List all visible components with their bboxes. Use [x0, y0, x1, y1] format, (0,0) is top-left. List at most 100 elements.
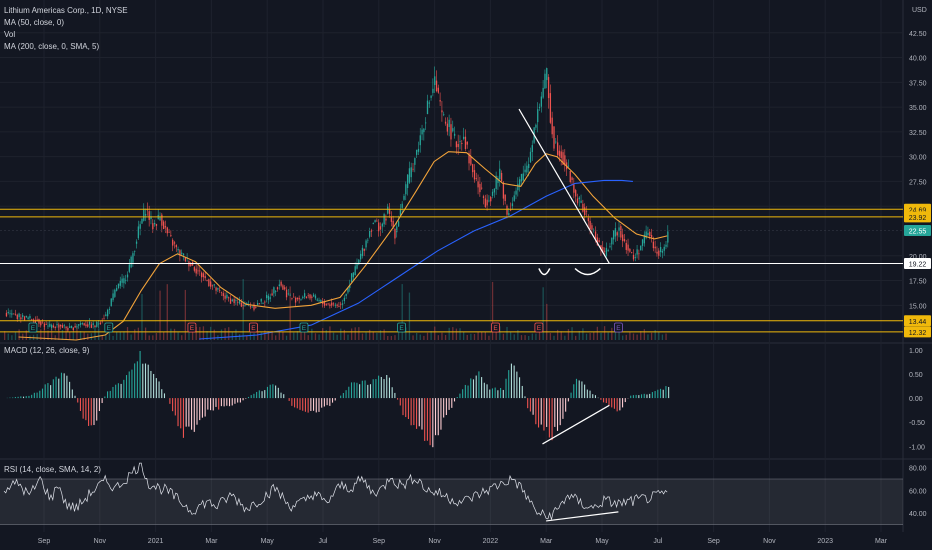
candle-body	[170, 235, 172, 237]
volume-bar	[502, 333, 505, 340]
macd-histogram-bar	[445, 398, 447, 416]
candle-body	[414, 158, 416, 165]
macd-histogram-bar	[662, 389, 664, 399]
macd-histogram-bar	[90, 398, 92, 426]
candle-body	[150, 216, 152, 220]
macd-histogram-bar	[266, 386, 269, 399]
macd-divergence-line	[542, 404, 610, 445]
volume-bar	[390, 335, 393, 340]
candle-body	[47, 325, 49, 327]
earnings-marker-label: E	[493, 325, 498, 332]
macd-histogram-bar	[272, 384, 274, 399]
volume-bar	[575, 335, 577, 340]
macd-histogram-bar	[28, 395, 30, 399]
macd-histogram-bar	[410, 398, 412, 426]
candle-body	[486, 199, 488, 206]
volume-bar	[448, 327, 450, 340]
candle-body	[99, 322, 102, 324]
candle-body	[636, 249, 638, 255]
currency-label: USD	[912, 7, 927, 14]
candle-body	[544, 73, 546, 89]
candle-body	[63, 325, 65, 327]
macd-histogram-bar	[562, 398, 564, 419]
macd-histogram-bar	[486, 384, 488, 399]
macd-legend[interactable]: MACD (12, 26, close, 9)	[4, 346, 90, 355]
candle-body	[81, 323, 84, 325]
macd-histogram-bar	[196, 398, 198, 425]
macd-histogram-bar	[646, 394, 648, 399]
candle-body	[217, 287, 219, 290]
candle-body	[266, 294, 268, 299]
volume-bar	[4, 331, 6, 340]
macd-histogram-bar	[516, 371, 518, 399]
candle-body	[215, 287, 217, 291]
macd-histogram-bar	[478, 371, 480, 399]
macd-histogram-bar	[39, 390, 41, 399]
candle-body	[5, 312, 8, 317]
candle-body	[623, 239, 626, 242]
candle-body	[222, 293, 224, 297]
volume-bar	[87, 333, 89, 340]
macd-histogram-bar	[291, 398, 293, 406]
rsi-legend[interactable]: RSI (14, close, SMA, 14, 2)	[4, 465, 101, 474]
macd-histogram-bar	[603, 398, 605, 403]
macd-histogram-bar	[532, 398, 534, 415]
volume-bar	[61, 329, 64, 340]
candle-body	[499, 168, 501, 180]
volume-bar	[210, 326, 212, 340]
volume-bar	[387, 335, 389, 340]
candle-body	[294, 297, 297, 303]
candle-body	[401, 203, 403, 208]
candle-body	[273, 287, 275, 294]
candle-body	[128, 264, 130, 272]
candle-body	[457, 143, 459, 147]
macd-histogram-bar	[318, 398, 320, 412]
candle-body	[289, 294, 291, 296]
candle-body	[551, 117, 553, 135]
candle-body	[229, 298, 232, 304]
volume-bar	[531, 333, 533, 340]
candle-body	[553, 126, 555, 149]
macd-histogram-bar	[136, 361, 138, 399]
rsi-band	[0, 479, 903, 525]
volume-bar	[441, 332, 443, 340]
candle-body	[437, 87, 439, 93]
volume-bar	[123, 331, 125, 340]
price-badge-label: 22.55	[909, 228, 927, 235]
candle-body	[508, 213, 510, 216]
candle-body	[347, 288, 349, 293]
candle-body	[410, 167, 412, 178]
candle-body	[318, 300, 320, 301]
macd-histogram-bar	[391, 387, 393, 399]
volume-bar	[126, 327, 129, 340]
macd-histogram-bar	[616, 398, 618, 412]
candle-body	[96, 321, 98, 327]
candle-body	[396, 226, 398, 233]
macd-histogram-bar	[234, 398, 236, 404]
candle-body	[125, 279, 127, 281]
candle-body	[363, 248, 365, 251]
candle-body	[482, 196, 485, 198]
candle-body	[591, 225, 593, 230]
ma50-legend[interactable]: MA (50, close, 0)	[4, 18, 65, 27]
volume-legend[interactable]: Vol	[4, 30, 16, 39]
candle-body	[204, 276, 206, 279]
macd-histogram-bar	[261, 391, 263, 399]
symbol-title[interactable]: Lithium Americas Corp., 1D, NYSE	[4, 6, 128, 15]
ma200-legend[interactable]: MA (200, close, 0, SMA, 5)	[4, 42, 100, 51]
volume-bar	[90, 333, 93, 340]
macd-histogram-bar	[25, 396, 27, 399]
earnings-marker-label: E	[251, 325, 256, 332]
volume-bar	[452, 327, 454, 340]
volume-bar	[423, 335, 425, 340]
volume-bar	[246, 335, 248, 340]
macd-histogram-bar	[369, 384, 372, 399]
macd-histogram-bar	[331, 398, 334, 403]
candle-body	[406, 174, 409, 188]
volume-bar	[553, 335, 555, 340]
rsi-tick-label: 80.00	[909, 466, 927, 473]
macd-histogram-bar	[443, 398, 445, 418]
macd-histogram-bar	[592, 394, 594, 399]
